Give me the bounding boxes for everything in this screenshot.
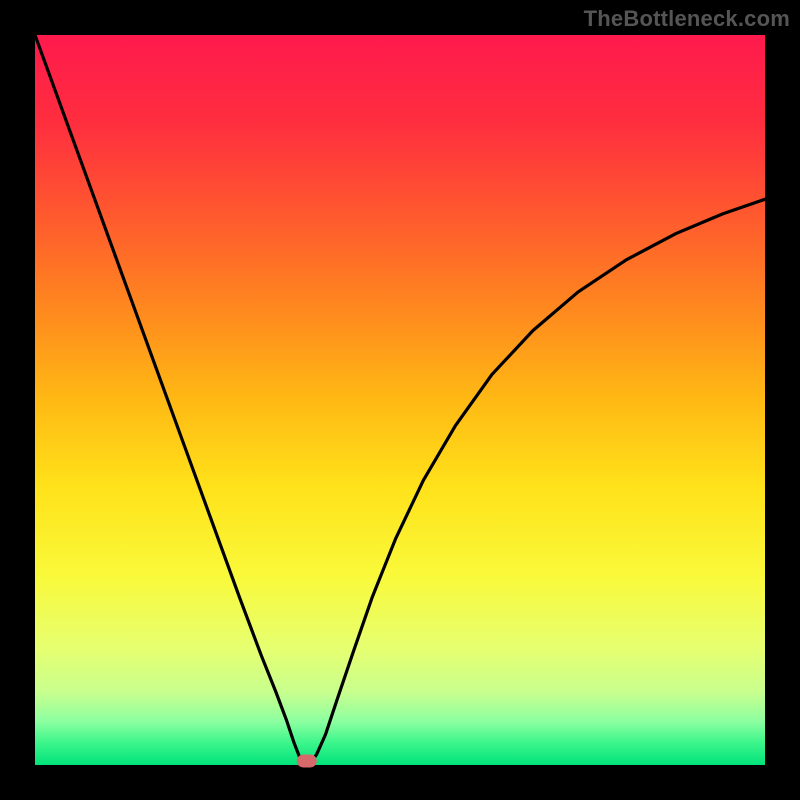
- chart-frame: TheBottleneck.com: [0, 0, 800, 800]
- gradient-background: [35, 35, 765, 765]
- bottleneck-chart: [35, 35, 765, 765]
- watermark-text: TheBottleneck.com: [584, 6, 790, 32]
